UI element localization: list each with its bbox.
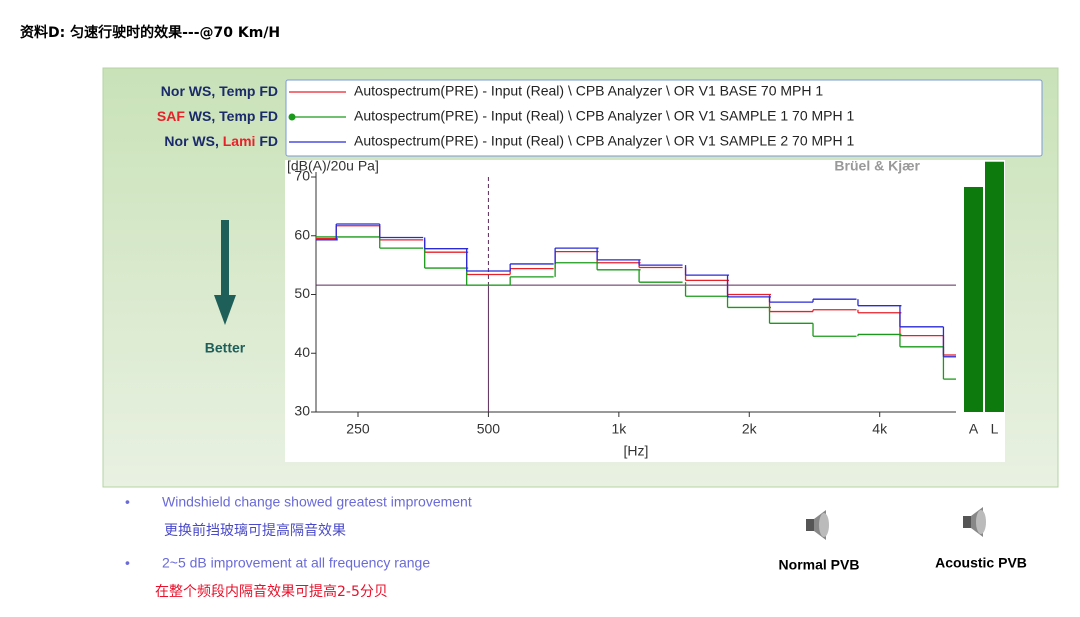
y-tick-label: 30 <box>294 403 310 419</box>
total-label: L <box>991 421 999 437</box>
total-bar <box>985 161 1004 412</box>
x-tick-label: 500 <box>477 421 501 437</box>
bullet: • <box>125 494 130 510</box>
speaker-icon[interactable] <box>963 507 986 537</box>
bullet-text: 2~5 dB improvement at all frequency rang… <box>162 555 430 571</box>
bullet-text: 在整个频段内隔音效果可提高2-5分贝 <box>155 583 388 600</box>
legend-label: Autospectrum(PRE) - Input (Real) \ CPB A… <box>354 108 855 124</box>
brand: Brüel & Kjær <box>834 158 920 174</box>
y-tick-label: 60 <box>294 226 310 242</box>
slide-title: 资料D: 匀速行驶时的效果---@70 Km/H <box>20 24 280 41</box>
bullet-text: Windshield change showed greatest improv… <box>162 494 472 510</box>
bullet-text: 更换前挡玻璃可提高隔音效果 <box>164 522 346 539</box>
plot-panel <box>285 160 1005 462</box>
speaker-label: Normal PVB <box>779 557 860 573</box>
legend-left-label: SAF WS, Temp FD <box>157 108 278 124</box>
legend-box <box>285 79 1043 157</box>
better-arrow-head <box>214 295 236 325</box>
legend-label: Autospectrum(PRE) - Input (Real) \ CPB A… <box>354 83 823 99</box>
x-tick-label: 250 <box>346 421 370 437</box>
x-tick-label: 1k <box>611 421 627 437</box>
speaker-label: Acoustic PVB <box>935 555 1027 571</box>
y-tick-label: 50 <box>294 285 310 301</box>
better-label: Better <box>205 340 246 356</box>
y-tick-label: 70 <box>294 168 310 184</box>
speaker-icon[interactable] <box>806 510 829 540</box>
x-tick-label: 2k <box>742 421 758 437</box>
legend-left-label: Nor WS, Lami FD <box>164 133 278 149</box>
total-label: A <box>969 421 979 437</box>
bullet: • <box>125 555 130 571</box>
y-axis-label: [dB(A)/20u Pa] <box>287 158 379 174</box>
y-tick-label: 40 <box>294 344 310 360</box>
x-axis-label: [Hz] <box>624 443 649 459</box>
total-bar <box>964 186 983 412</box>
x-tick-label: 4k <box>872 421 888 437</box>
legend-marker <box>288 113 296 121</box>
legend-left-label: Nor WS, Temp FD <box>161 83 278 99</box>
legend-label: Autospectrum(PRE) - Input (Real) \ CPB A… <box>354 133 855 149</box>
better-arrow <box>221 220 229 295</box>
